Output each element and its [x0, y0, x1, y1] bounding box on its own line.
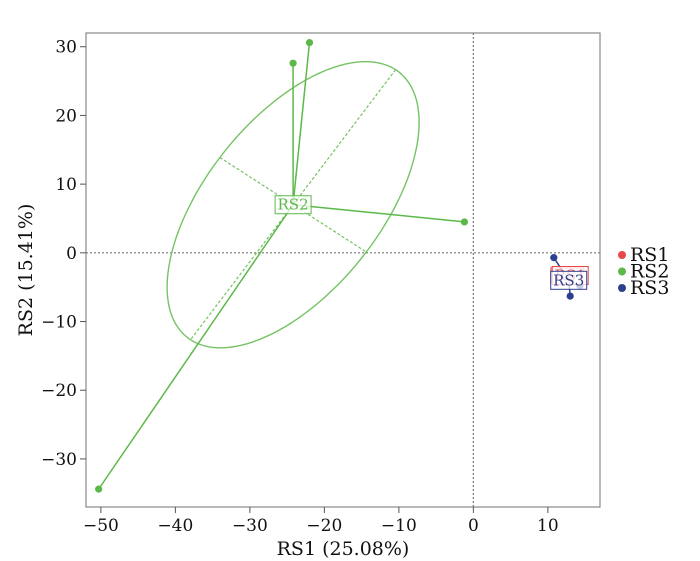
ellipse-rs2 — [166, 61, 420, 349]
plot-frame — [85, 32, 601, 508]
axis-ticks: −50 −40 −30 −20 −10 0 10 −30 −20 −10 0 10 20 30 — [41, 38, 559, 536]
y-tick-label: −30 — [41, 450, 77, 470]
centroid-label-box-rs3 — [550, 270, 588, 290]
y-tick-label: −20 — [41, 381, 77, 401]
point-rs2 — [289, 59, 297, 67]
legend-label-rs1: RS1 — [630, 244, 669, 266]
x-tick-label: 0 — [468, 516, 479, 536]
legend-marker-rs2 — [618, 267, 626, 276]
y-tick-label: 20 — [55, 106, 77, 126]
x-tick-label: −40 — [157, 516, 193, 536]
legend-marker-rs1 — [618, 251, 626, 259]
point-rs2 — [305, 39, 314, 47]
spoke-rs2 — [293, 203, 465, 223]
centroid-label-rs3: RS3 — [553, 271, 584, 289]
point-rs2 — [460, 218, 469, 226]
spoke-rs2 — [98, 204, 294, 490]
point-rs3 — [550, 254, 558, 262]
centroid-label-rs2: RS2 — [278, 196, 309, 214]
point-rs3 — [566, 292, 574, 300]
x-tick-label: −30 — [232, 516, 268, 536]
spoke-rs2 — [292, 42, 311, 205]
legend-marker-rs3 — [618, 284, 626, 292]
centroid-label-box-rs2 — [274, 195, 312, 215]
y-tick-label: 10 — [55, 175, 77, 195]
y-tick-label: 0 — [66, 244, 77, 264]
x-tick-label: −50 — [83, 516, 119, 536]
x-tick-label: 10 — [537, 516, 559, 536]
legend-label-rs2: RS2 — [630, 261, 669, 283]
x-axis-title: RS1 (25.08%) — [277, 538, 410, 560]
point-rs2 — [95, 485, 103, 493]
legend-label-rs3: RS3 — [630, 277, 669, 299]
ellipse-major-axis-rs2 — [190, 69, 397, 341]
y-axis-title: RS2 (15.41%) — [15, 204, 37, 337]
x-tick-label: −10 — [381, 516, 417, 536]
y-tick-label: −10 — [41, 313, 77, 333]
y-tick-label: 30 — [55, 38, 77, 58]
x-tick-label: −20 — [306, 516, 342, 536]
